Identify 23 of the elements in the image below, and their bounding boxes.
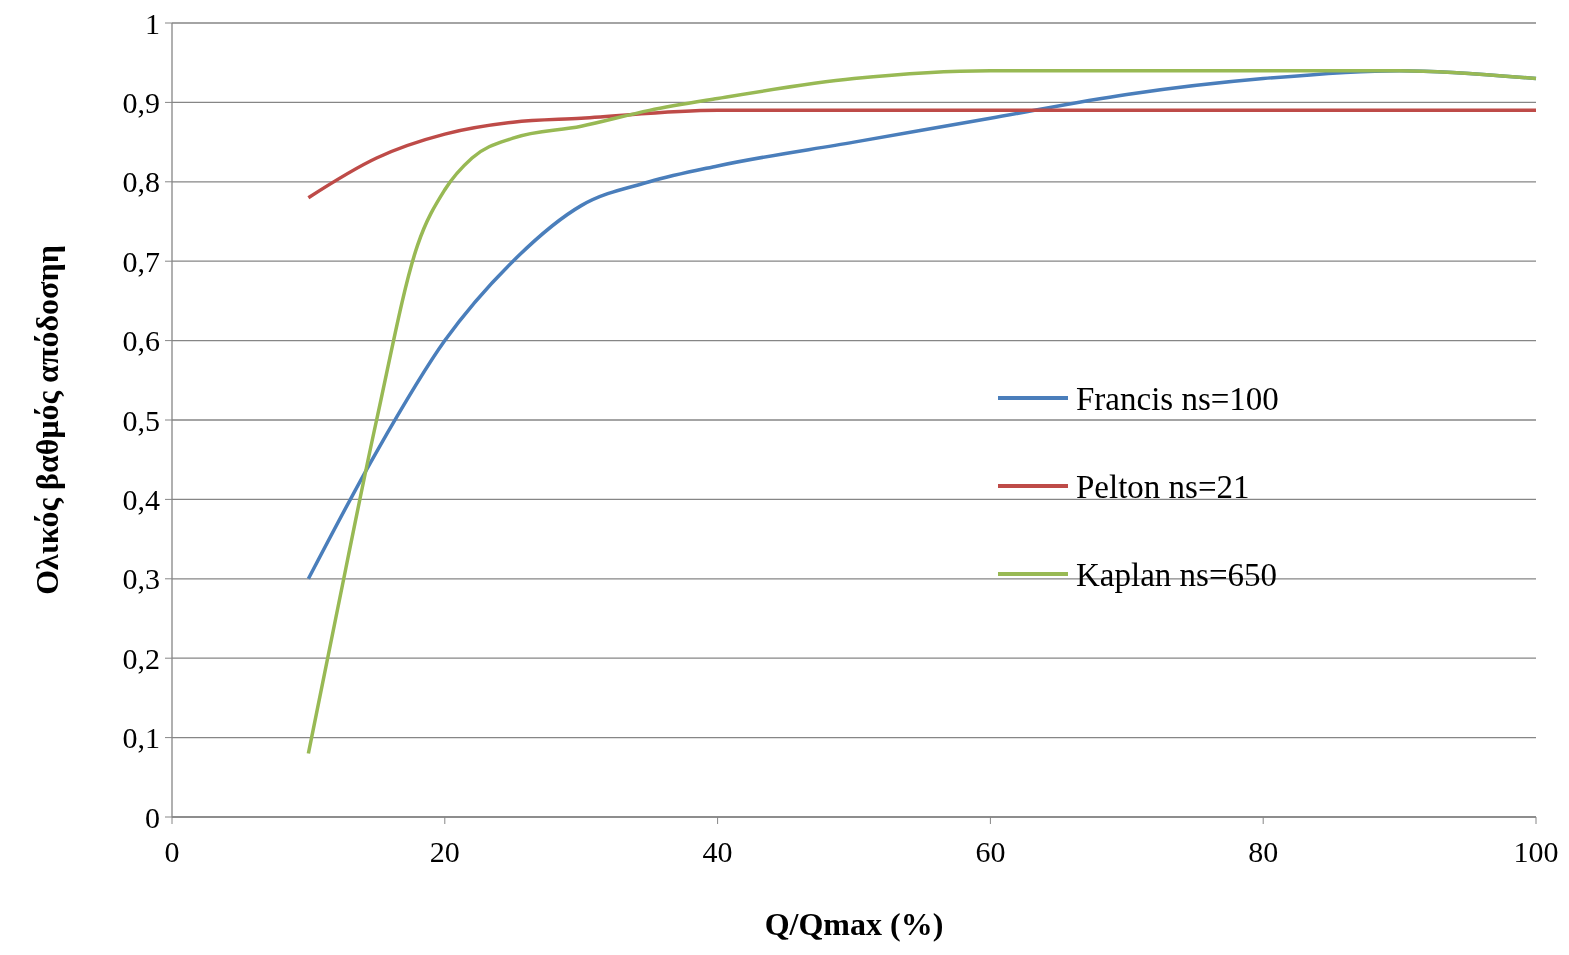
x-axis-title: Q/Qmax (%) <box>764 906 944 942</box>
y-tick-label: 0,5 <box>122 403 160 437</box>
line-series <box>306 108 1538 200</box>
y-tick-label: 0 <box>145 800 160 834</box>
legend-label: Pelton ns=21 <box>1076 468 1250 505</box>
y-tick-label: 0,8 <box>122 165 160 199</box>
y-tick-label: 1 <box>145 6 160 40</box>
y-tick-label: 0,1 <box>122 721 160 755</box>
y-tick-label: 0,6 <box>122 324 160 358</box>
x-tick-label: 20 <box>429 835 460 868</box>
x-tick-label: 40 <box>702 835 733 868</box>
legend-label: Kaplan ns=650 <box>1076 556 1277 593</box>
y-tick-label: 0,7 <box>122 244 160 278</box>
y-tick-label: 0,4 <box>122 482 160 516</box>
x-tick-label: 60 <box>975 835 1006 868</box>
x-tick-label: 100 <box>1513 835 1559 868</box>
y-tick-label: 0,9 <box>122 85 160 119</box>
line-series <box>306 68 1538 756</box>
y-tick-label: 0,3 <box>122 562 160 596</box>
legend-label: Francis ns=100 <box>1076 380 1279 417</box>
x-tick-label: 80 <box>1248 835 1279 868</box>
y-tick-label: 0,2 <box>122 641 160 675</box>
y-axis-title: Ολικός βαθμός απόδοσηη <box>29 245 65 595</box>
